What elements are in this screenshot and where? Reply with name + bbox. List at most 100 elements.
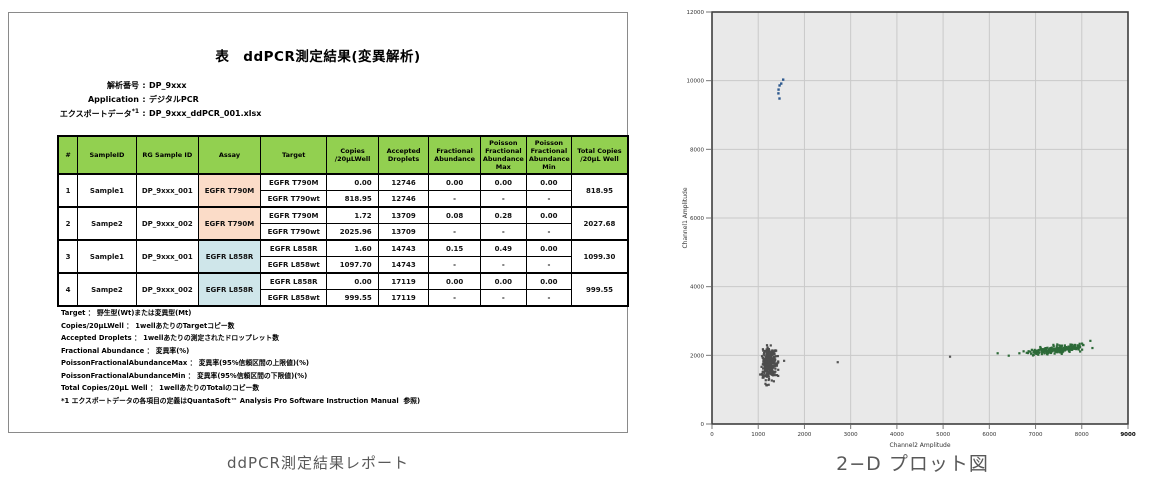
fractional-abundance-cell: - xyxy=(428,289,481,307)
negative-droplets-point xyxy=(763,368,767,371)
poisson-min-cell: 0.00 xyxy=(525,239,572,257)
negative-droplets-point xyxy=(766,346,769,349)
droplets-cell: 12746 xyxy=(377,190,430,208)
channel2-positive-droplets-point xyxy=(1069,348,1072,351)
y-tick-label: 12000 xyxy=(687,10,705,16)
x-tick-label: 2000 xyxy=(797,432,811,438)
channel2-positive-droplets-point xyxy=(1056,343,1059,346)
channel2-positive-droplets-point xyxy=(1063,346,1066,349)
channel1-positive-droplets-point xyxy=(777,92,780,95)
channel2-positive-droplets-point xyxy=(1054,350,1057,353)
channel2-positive-droplets-point xyxy=(1089,339,1092,342)
negative-droplets-point xyxy=(762,367,765,370)
negative-droplets-point xyxy=(772,364,775,367)
negative-droplets-point xyxy=(766,358,769,362)
channel2-positive-droplets-point xyxy=(1078,344,1081,348)
assay-cell: EGFR L858R xyxy=(197,272,262,307)
scatter-plot: 0 2000 4000 6000 8000 10000 12000 0 1000 2000 3000… xyxy=(676,0,1149,448)
target-cell: EGFR L858R xyxy=(260,272,328,290)
meta-colon: : xyxy=(142,81,146,90)
negative-droplets-point xyxy=(777,374,780,378)
total-copies-cell: 1099.30 xyxy=(570,239,629,274)
poisson-max-cell: - xyxy=(479,190,527,208)
channel2-positive-droplets-point xyxy=(1048,348,1051,351)
negative-droplets-point xyxy=(774,355,777,358)
channel2-positive-droplets-point xyxy=(1066,346,1069,349)
meta-value: DP_9xxx xyxy=(149,81,187,90)
channel2-positive-droplets-point xyxy=(1037,353,1040,356)
channel2-positive-droplets-point xyxy=(1043,347,1046,350)
report-caption: ddPCR測定結果レポート xyxy=(227,454,409,472)
meta-value: DP_9xxx_ddPCR_001.xlsx xyxy=(149,109,262,118)
negative-droplets-point xyxy=(764,356,768,359)
column-header: Fractional Abundance xyxy=(428,135,481,175)
column-header: Poisson Fractional Abundance Min xyxy=(525,135,572,175)
negative-droplets-point xyxy=(767,356,770,359)
negative-droplets-point xyxy=(764,364,767,367)
negative-droplets-point xyxy=(764,369,768,373)
poisson-max-cell: - xyxy=(479,289,527,307)
channel2-positive-droplets-point xyxy=(1030,352,1033,355)
channel2-positive-droplets-point xyxy=(1078,342,1081,345)
channel1-positive-droplets-point xyxy=(781,78,785,81)
channel2-positive-droplets-point xyxy=(1060,344,1063,347)
negative-droplets-point xyxy=(768,349,771,352)
channel2-positive-droplets-point xyxy=(1057,350,1060,353)
channel2-positive-droplets-point xyxy=(1031,354,1035,357)
column-header: Total Copies/20μL Well xyxy=(570,135,629,175)
column-header: Copies/20μLWell xyxy=(326,135,379,175)
channel2-positive-droplets-point xyxy=(1040,350,1043,353)
negative-droplets-point xyxy=(767,355,770,358)
rg-sample-id-cell: DP_9xxx_001 xyxy=(135,173,199,208)
report-meta: 解析番号: DP_9xxx Application: デジタルPCR エクスポートデータ… xyxy=(27,79,262,122)
negative-droplets-point xyxy=(769,357,772,360)
target-cell: EGFR T790wt xyxy=(260,223,328,241)
negative-droplets-point xyxy=(761,363,764,366)
poisson-max-cell: 0.28 xyxy=(479,206,527,224)
negative-droplets-point xyxy=(768,361,771,364)
y-axis-title: Channel1 Amplitude xyxy=(682,187,689,248)
channel1-positive-droplets-point xyxy=(780,82,783,85)
meta-label: Application xyxy=(87,95,139,104)
droplets-cell: 14743 xyxy=(377,239,430,257)
poisson-max-cell: - xyxy=(479,223,527,241)
x-tick-label: 0 xyxy=(710,432,714,438)
x-tick-label: 8000 xyxy=(1075,432,1089,438)
channel2-positive-droplets-point xyxy=(1033,348,1036,351)
sample-id-cell: Sampe2 xyxy=(77,272,137,307)
channel2-positive-droplets-point xyxy=(1032,350,1035,353)
channel2-positive-droplets-point xyxy=(1079,350,1082,353)
y-tick-label: 0 xyxy=(701,422,705,428)
negative-droplets-point xyxy=(765,344,769,347)
channel1-positive-droplets-point xyxy=(778,84,781,87)
meta-colon: : xyxy=(142,109,146,118)
channel2-positive-droplets-point xyxy=(1075,348,1078,351)
channel2-positive-droplets-point xyxy=(1060,346,1063,349)
negative-droplets-point xyxy=(765,384,768,387)
x-tick-label: 1000 xyxy=(751,432,765,438)
negative-droplets-point xyxy=(770,379,773,382)
negative-droplets-point xyxy=(762,359,765,362)
rg-sample-id-cell: DP_9xxx_002 xyxy=(135,206,199,241)
negative-droplets-point xyxy=(767,370,770,373)
channel2-positive-droplets-point xyxy=(1058,347,1061,351)
negative-droplets-point xyxy=(770,350,773,353)
negative-droplets-point xyxy=(766,351,769,354)
negative-droplets-point xyxy=(766,347,770,350)
negative-droplets-point xyxy=(770,358,774,361)
negative-droplets-point xyxy=(771,366,774,369)
negative-droplets-point xyxy=(777,360,780,363)
y-tick-label: 4000 xyxy=(690,285,704,291)
poisson-max-cell: 0.00 xyxy=(479,272,527,290)
rg-sample-id-cell: DP_9xxx_001 xyxy=(135,239,199,274)
y-tick-label: 6000 xyxy=(690,216,704,222)
channel2-positive-droplets-point xyxy=(1034,350,1037,353)
negative-droplets-point xyxy=(764,379,767,382)
fractional-abundance-cell: 0.00 xyxy=(428,272,481,290)
negative-droplets-point xyxy=(761,374,765,378)
negative-droplets-point xyxy=(771,368,774,371)
channel2-positive-droplets-point xyxy=(1091,346,1094,350)
channel2-positive-droplets-point xyxy=(1044,347,1048,350)
negative-droplets-point xyxy=(763,361,766,364)
